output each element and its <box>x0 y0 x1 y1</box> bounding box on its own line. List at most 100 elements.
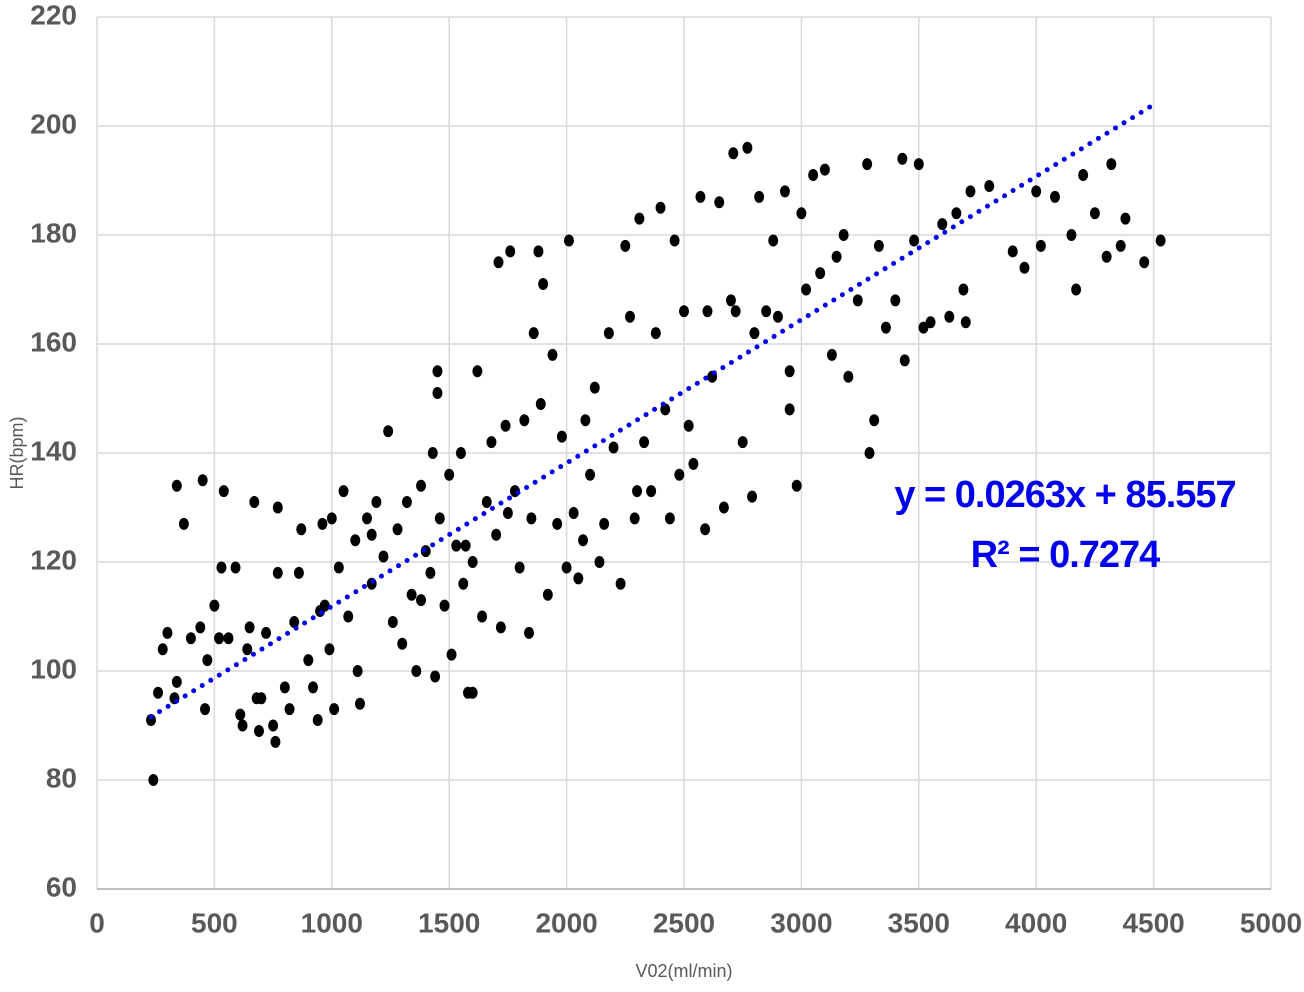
y-tick-label: 140 <box>30 435 77 466</box>
data-point <box>178 517 189 530</box>
data-point <box>237 719 248 732</box>
data-point <box>1155 234 1166 247</box>
data-point <box>425 566 436 579</box>
data-point <box>235 708 246 721</box>
data-point <box>1035 239 1046 252</box>
data-point <box>1071 283 1082 296</box>
y-tick-label: 60 <box>46 871 77 902</box>
data-point <box>568 506 579 519</box>
data-point <box>791 479 802 492</box>
data-point <box>467 686 478 699</box>
x-tick-label: 3500 <box>888 907 950 938</box>
data-point <box>416 479 427 492</box>
data-point <box>270 735 281 748</box>
data-point <box>958 283 969 296</box>
data-point <box>289 615 300 628</box>
data-point <box>495 621 506 634</box>
data-point <box>477 610 488 623</box>
data-point <box>434 512 445 525</box>
data-point <box>533 245 544 258</box>
data-point <box>796 207 807 220</box>
data-point <box>455 447 466 459</box>
data-point <box>162 626 173 639</box>
data-point <box>679 305 689 318</box>
data-point <box>702 305 713 318</box>
data-point <box>467 556 478 568</box>
data-point <box>491 528 502 541</box>
data-point <box>937 218 948 231</box>
data-point <box>897 152 908 165</box>
data-point <box>909 234 920 247</box>
x-tick-label: 1500 <box>418 907 480 938</box>
data-point <box>784 403 795 416</box>
annotation: R² = 0.7274 <box>971 534 1160 576</box>
x-tick-label: 5000 <box>1240 907 1302 938</box>
data-point <box>615 577 626 590</box>
y-tick-label: 120 <box>30 544 77 575</box>
data-point <box>869 414 880 427</box>
data-point <box>864 447 875 459</box>
data-point <box>1007 245 1018 258</box>
data-point <box>873 239 884 252</box>
x-tick-label: 500 <box>191 907 238 938</box>
data-point <box>714 196 725 209</box>
data-point <box>890 294 901 307</box>
data-point <box>683 419 694 432</box>
data-point <box>411 665 422 677</box>
data-point <box>216 561 227 574</box>
data-point <box>852 294 863 307</box>
data-point <box>218 485 229 498</box>
data-point <box>737 436 748 449</box>
data-point <box>329 703 340 716</box>
data-point <box>481 496 492 509</box>
data-point <box>197 474 208 487</box>
data-point <box>1078 169 1089 182</box>
data-point <box>279 681 290 694</box>
data-point <box>350 534 361 547</box>
data-point <box>500 419 511 432</box>
data-point <box>333 561 344 574</box>
data-point <box>354 697 365 710</box>
data-point <box>214 632 225 645</box>
data-point <box>261 626 272 639</box>
data-point <box>624 310 635 323</box>
data-point <box>747 490 758 503</box>
data-point <box>573 572 584 585</box>
data-point <box>432 365 443 378</box>
data-point <box>401 496 412 509</box>
data-point <box>505 245 516 258</box>
data-point <box>451 539 462 552</box>
data-point <box>272 566 283 579</box>
data-point <box>772 310 783 323</box>
data-point <box>406 588 417 601</box>
y-tick-label: 200 <box>30 108 77 139</box>
data-point <box>556 430 567 443</box>
data-point <box>524 626 535 639</box>
data-point <box>669 234 680 247</box>
data-point <box>1019 261 1030 274</box>
data-point <box>432 387 443 400</box>
data-point <box>632 485 643 498</box>
y-tick-label: 100 <box>30 653 77 684</box>
data-point <box>965 185 976 198</box>
data-point <box>446 648 457 661</box>
data-point <box>200 703 211 716</box>
trendline <box>148 102 1157 720</box>
data-point <box>1101 250 1112 263</box>
data-point <box>251 692 262 705</box>
data-point <box>646 485 657 498</box>
data-point <box>843 370 854 383</box>
data-point <box>146 714 157 727</box>
data-point <box>366 528 377 541</box>
data-point <box>526 512 537 525</box>
data-point <box>317 517 328 530</box>
data-point <box>674 468 685 481</box>
data-point <box>312 714 323 727</box>
data-point <box>244 621 255 634</box>
data-point <box>493 256 504 269</box>
data-point <box>293 566 304 579</box>
data-point <box>458 577 469 590</box>
data-point <box>768 234 779 247</box>
x-tick-label: 4500 <box>1122 907 1184 938</box>
